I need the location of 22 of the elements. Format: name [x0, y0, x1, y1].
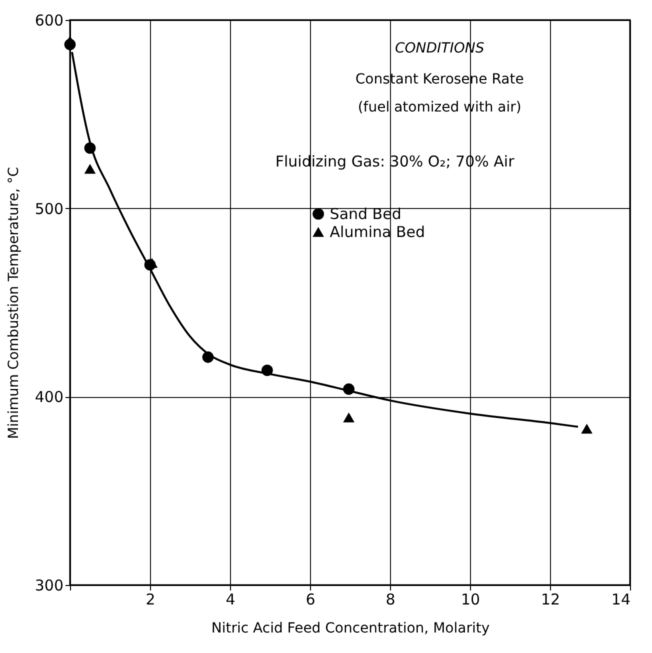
point — [343, 383, 354, 395]
point — [84, 164, 96, 174]
x-tick-label: 10 — [460, 590, 480, 608]
x-tick-label: 4 — [226, 590, 236, 608]
y-axis-title: Minimum Combustion Temperature, °C — [6, 166, 22, 439]
x-tick-label: 8 — [386, 590, 396, 608]
y-tick-label: 400 — [34, 388, 64, 406]
x-tick-label: 12 — [540, 590, 560, 608]
y-tick-label: 600 — [34, 12, 64, 30]
x-tick-label: 2 — [146, 590, 156, 608]
legend-label: Alumina Bed — [330, 222, 426, 241]
y-tick-label: 500 — [34, 200, 64, 218]
point — [343, 412, 354, 422]
x-tick-label: 6 — [306, 590, 316, 608]
point — [262, 364, 273, 376]
point — [202, 351, 214, 363]
point — [84, 142, 96, 154]
y-tick-label: 300 — [34, 576, 64, 594]
x-tick-label: 14 — [611, 590, 630, 608]
x-axis-title: Nitric Acid Feed Concentration, Molarity — [211, 620, 490, 636]
point — [581, 424, 592, 434]
point — [64, 36, 76, 46]
